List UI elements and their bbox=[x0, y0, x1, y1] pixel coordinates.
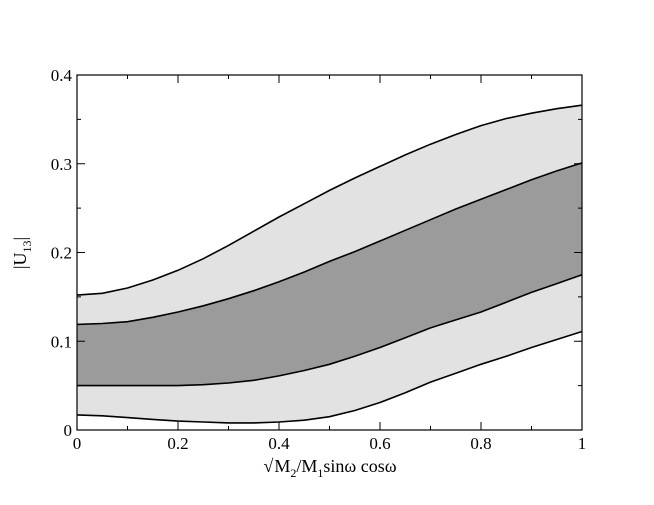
y-tick-label: 0.2 bbox=[51, 244, 72, 263]
x-axis-label-sqrt: √ bbox=[263, 456, 273, 476]
x-axis-label-m2-sub: 2 bbox=[290, 466, 296, 480]
band-outer-upper-line bbox=[76, 104, 583, 296]
x-axis-ticks: 0 0.2 0.4 0.6 0.8 1 bbox=[73, 75, 587, 453]
x-axis-label-rest: sinω cosω bbox=[323, 456, 396, 476]
y-tick-label: 0 bbox=[64, 421, 73, 440]
y-axis-ticks: 0 0.1 0.2 0.3 0.4 bbox=[51, 66, 582, 440]
x-axis-label: √M2/M1sinω cosω bbox=[263, 456, 396, 480]
x-axis-label-slash: /M bbox=[296, 456, 317, 476]
band-inner-lower-line bbox=[77, 273, 583, 387]
y-tick-label: 0.1 bbox=[51, 332, 72, 351]
y-axis-label-end: | bbox=[10, 237, 30, 241]
x-tick-label: 0 bbox=[73, 434, 82, 453]
y-axis-label-main: |U bbox=[10, 253, 30, 270]
x-tick-label: 1 bbox=[578, 434, 587, 453]
x-tick-label: 0.4 bbox=[268, 434, 290, 453]
confidence-bands bbox=[76, 104, 583, 424]
band-outer-lower-line bbox=[76, 330, 583, 424]
band-inner-area bbox=[77, 162, 582, 386]
y-axis-label-sub: 13 bbox=[20, 241, 34, 253]
x-axis-label-m1-sub: 1 bbox=[317, 466, 323, 480]
y-tick-label: 0.3 bbox=[51, 155, 72, 174]
x-tick-label: 0.6 bbox=[369, 434, 390, 453]
x-tick-label: 0.8 bbox=[470, 434, 491, 453]
x-axis-label-m2: M bbox=[274, 456, 290, 476]
x-tick-label: 0.2 bbox=[167, 434, 188, 453]
band-inner-upper-line bbox=[76, 162, 583, 326]
y-tick-label: 0.4 bbox=[51, 66, 73, 85]
y-axis-label: |U13| bbox=[10, 237, 34, 269]
